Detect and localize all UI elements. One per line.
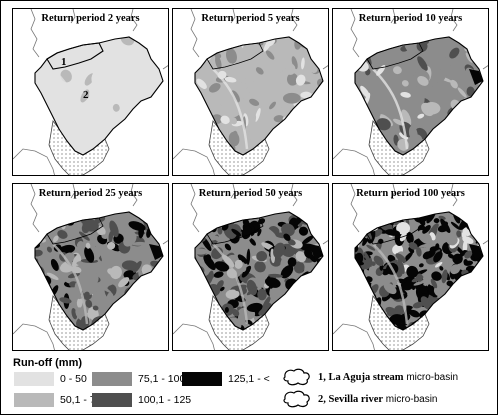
basin-1-number: 1 [61,56,67,68]
coast-line [390,9,396,24]
map-rp100 [333,184,488,350]
map-panel-rp100: Return period 100 years [332,183,489,351]
legend-basin-2-name: Sevilla river [328,394,384,405]
map-panel-rp50: Return period 50 years [172,183,329,351]
coast-line [290,184,298,207]
panel-title: Return period 25 years [38,188,143,199]
legend-swatch-125-plus [182,372,222,386]
map-panel-rp25: Return period 25 years [12,183,169,351]
coast-line [162,65,168,70]
legend-label-100-125: 100,1 - 125 [138,394,192,406]
coast-line [482,240,488,245]
coast-line [333,148,375,175]
coast-line [333,323,375,350]
panel-title: Return period 2 years [41,13,140,24]
legend-swatch-75-100 [92,372,132,386]
legend-swatch-0-50 [14,372,54,386]
legend-basin-1-suffix: micro-basin [403,372,459,383]
legend-basin-1-name: La Aguja stream [328,372,404,383]
aguja-outline [206,42,264,70]
map-rp25 [13,184,168,350]
coast-line [350,184,360,233]
aguja-outline [366,217,424,245]
map-rp5 [173,9,328,175]
panel-title: Return period 50 years [198,188,303,199]
coast-line [450,9,458,32]
coast-line [130,9,138,32]
legend-swatch-100-125 [92,393,132,407]
coast-line [230,9,236,24]
legend-label-50-75: 50,1 - 75 [60,394,102,406]
coast-line [190,9,200,58]
legend-basin-2-suffix: micro-basin [383,394,438,405]
aguja-outline [206,217,264,245]
panel-title: Return period 100 years [356,188,465,199]
coast-line [130,184,138,207]
panel-title: Return period 5 years [201,13,300,24]
coast-line [322,240,328,245]
coast-line [322,65,328,70]
basin-2-number: 2 [83,89,89,101]
legend-title: Run-off (mm) [13,357,83,369]
basin-2-outline-icon [283,390,310,408]
coast-line [173,148,215,175]
legend-basin-2: 2, Sevilla river micro-basin [318,394,438,405]
legend-basin-2-number: 2, [318,394,329,405]
coast-line [450,184,458,207]
coast-line [390,184,396,199]
coast-line [13,148,55,175]
aguja-outline [46,217,104,245]
legend-basin-1-number: 1, [318,372,329,383]
panel-title: Return period 10 years [358,13,463,24]
coast-line [230,184,236,199]
coast-line [70,184,76,199]
coast-line [30,9,40,58]
map-rp50 [173,184,328,350]
coast-line [162,240,168,245]
legend-swatch-50-75 [14,393,54,407]
map-rp2 [13,9,168,175]
legend-label-0-50: 0 - 50 [60,373,87,385]
coast-line [173,323,215,350]
map-panel-rp10: Return period 10 years [332,8,489,176]
coast-line [290,9,298,32]
map-rp10 [333,9,488,175]
coast-line [190,184,200,233]
map-panel-rp2: Return period 2 years 1 2 [12,8,169,176]
coast-line [30,184,40,233]
legend-label-125-plus: 125,1 - < [228,373,270,385]
map-panel-rp5: Return period 5 years [172,8,329,176]
aguja-outline [46,42,104,70]
coast-line [482,65,488,70]
legend-label-75-100: 75,1 - 100 [138,373,186,385]
basin-1-outline-icon [283,368,310,386]
aguja-outline [366,42,424,70]
coast-line [13,323,55,350]
coast-line [350,9,360,58]
coast-line [70,9,76,24]
legend-basin-1: 1, La Aguja stream micro-basin [318,372,458,383]
